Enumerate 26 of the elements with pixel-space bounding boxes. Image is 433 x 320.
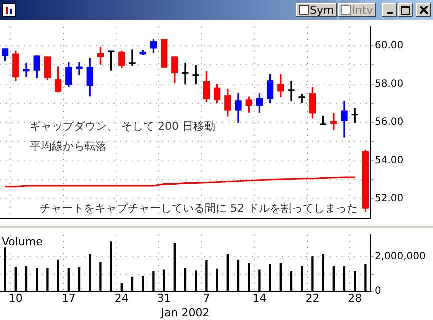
candlestick [129,50,136,66]
x-tick-label: 14 [252,292,267,306]
x-axis-title: Jan 2002 [160,306,210,320]
x-tick-label: 22 [306,292,320,306]
y-tick-label: 54.00 [375,155,404,166]
candlestick [76,62,83,76]
text: Intv [338,3,376,17]
x-tick-label: 17 [62,292,76,306]
candlestick [23,62,30,77]
annotation: ギャップダウン、 そして 200 日移動平均線から転落 [30,120,216,153]
y-tick-label: 0 [375,286,382,298]
x-tick-label: 31 [157,292,172,306]
x-tick-label: 7 [203,292,210,306]
chart-title: Volume [2,235,44,248]
candlestick [288,81,295,102]
x-tick-label: 24 [114,292,129,306]
y-tick-label: 2,000,000 [375,252,426,263]
y-tick-label: 56.00 [375,117,404,128]
y-tick-label: 58.00 [375,78,404,90]
x-tick-label: 28 [348,292,362,306]
candlestick [182,62,189,85]
y-tick-label: 52.00 [375,194,404,205]
y-tick-label: 60.00 [375,40,404,52]
annotation: チャートをキャプチャーしている間に 52 ドルを割ってしまった [40,202,358,215]
x-tick-label: 10 [8,292,23,306]
text: Sym [296,3,338,17]
